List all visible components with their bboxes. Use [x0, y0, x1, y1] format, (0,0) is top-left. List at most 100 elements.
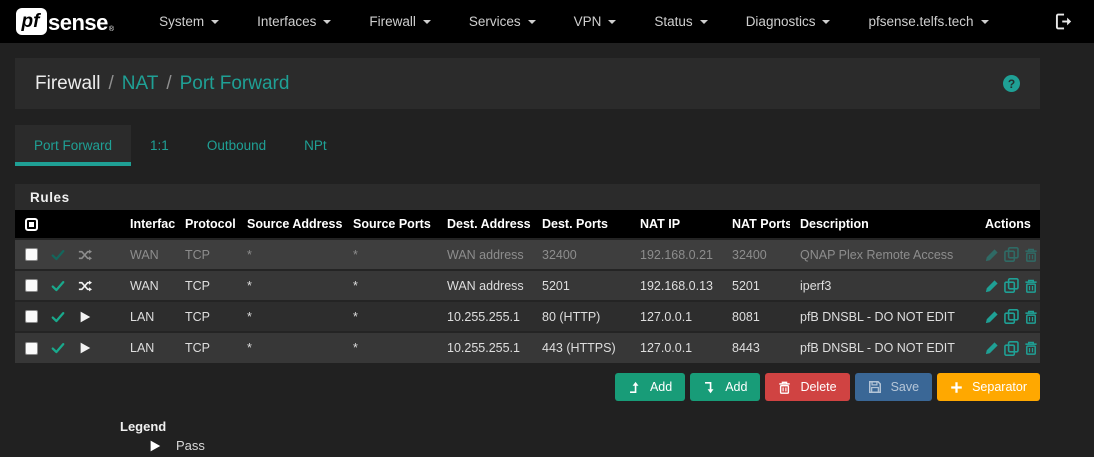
action-button-bar: Add Add Delete Save Separator [15, 373, 1040, 401]
breadcrumb-separator: / [166, 72, 172, 94]
pfsense-logo-sense: sense [48, 10, 108, 35]
cell-description: pfB DNSBL - DO NOT EDIT [790, 300, 975, 332]
nav-item-status[interactable]: Status [635, 0, 726, 43]
caret-down-icon [822, 19, 831, 24]
table-row: LAN TCP * * 10.255.255.1 443 (HTTPS) 127… [15, 331, 1040, 363]
check-icon [51, 248, 65, 262]
cell-protocol: TCP [175, 238, 237, 270]
legend-title: Legend [120, 419, 167, 434]
level-up-icon [628, 381, 641, 394]
registered-mark: ® [108, 26, 115, 33]
tab-outbound[interactable]: Outbound [206, 138, 267, 153]
floppy-icon [868, 380, 882, 394]
check-icon [51, 279, 65, 293]
delete-button[interactable]: Delete [765, 373, 850, 401]
nav-menu: System Interfaces Firewall Services VPN … [140, 0, 1007, 43]
help-icon[interactable] [1003, 75, 1020, 92]
row-checkbox[interactable] [25, 279, 38, 292]
rules-panel: Rules Interface Protocol Source Address … [15, 184, 1040, 363]
cell-source-address: * [237, 269, 343, 301]
save-button[interactable]: Save [854, 373, 933, 401]
trash-icon[interactable] [1024, 248, 1038, 262]
cell-description: QNAP Plex Remote Access [790, 238, 975, 270]
cell-source-ports: * [343, 300, 437, 332]
breadcrumb-link-port-forward[interactable]: Port Forward [179, 72, 290, 94]
breadcrumb-link-nat[interactable]: NAT [121, 72, 159, 94]
cell-nat-ip: 127.0.0.1 [630, 331, 722, 363]
edit-icon[interactable] [985, 341, 999, 355]
cell-interface: LAN [120, 331, 175, 363]
sign-out-icon[interactable] [1051, 9, 1076, 34]
nav-item-diagnostics[interactable]: Diagnostics [727, 0, 850, 43]
cell-nat-ports: 32400 [722, 238, 790, 270]
nav-item-interfaces[interactable]: Interfaces [238, 0, 350, 43]
cell-description: pfB DNSBL - DO NOT EDIT [790, 331, 975, 363]
cell-nat-ports: 8443 [722, 331, 790, 363]
row-checkbox[interactable] [25, 248, 38, 261]
trash-icon[interactable] [1024, 279, 1038, 293]
table-row: LAN TCP * * 10.255.255.1 80 (HTTP) 127.0… [15, 300, 1040, 332]
cell-interface: WAN [120, 269, 175, 301]
cell-source-ports: * [343, 331, 437, 363]
cell-nat-ip: 192.168.0.21 [630, 238, 722, 270]
cell-source-address: * [237, 331, 343, 363]
nav-item-hostname[interactable]: pfsense.telfs.tech [849, 0, 1007, 43]
copy-icon[interactable] [1004, 341, 1019, 356]
rules-table: Interface Protocol Source Address Source… [15, 210, 1040, 363]
random-icon [78, 279, 92, 293]
cell-source-ports: * [343, 269, 437, 301]
col-actions: Actions [975, 210, 1040, 239]
copy-icon[interactable] [1004, 247, 1019, 262]
add-rule-bottom-button[interactable]: Add [690, 373, 761, 401]
pfsense-logo[interactable]: pf sense ® [16, 8, 114, 35]
caret-down-icon [211, 19, 220, 24]
col-dest-ports: Dest. Ports [532, 210, 630, 239]
edit-icon[interactable] [985, 279, 999, 293]
row-checkbox[interactable] [25, 310, 38, 323]
breadcrumb-separator: / [108, 72, 114, 94]
caret-down-icon [323, 19, 332, 24]
caret-down-icon [422, 19, 431, 24]
plus-icon [950, 381, 963, 394]
select-all-header [15, 210, 120, 239]
nav-item-firewall[interactable]: Firewall [350, 0, 450, 43]
cell-nat-ip: 127.0.0.1 [630, 300, 722, 332]
add-separator-button[interactable]: Separator [937, 373, 1040, 401]
random-icon [78, 248, 92, 262]
trash-icon[interactable] [1024, 341, 1038, 355]
play-icon [78, 310, 92, 324]
tab-1-1[interactable]: 1:1 [150, 138, 169, 153]
breadcrumb-panel: Firewall / NAT / Port Forward [15, 58, 1040, 109]
add-rule-top-button[interactable]: Add [614, 373, 686, 401]
select-all-icon[interactable] [25, 217, 38, 231]
copy-icon[interactable] [1004, 278, 1019, 293]
caret-down-icon [699, 19, 708, 24]
tab-bar: Port Forward 1:1 Outbound NPt [15, 125, 1040, 166]
caret-down-icon [527, 19, 536, 24]
tab-port-forward[interactable]: Port Forward [15, 125, 132, 166]
nav-item-system[interactable]: System [140, 0, 238, 43]
tab-npt[interactable]: NPt [304, 138, 327, 153]
cell-protocol: TCP [175, 331, 237, 363]
cell-nat-ports: 8081 [722, 300, 790, 332]
col-source-ports: Source Ports [343, 210, 437, 239]
trash-icon[interactable] [1024, 310, 1038, 324]
caret-down-icon [980, 19, 989, 24]
cell-interface: WAN [120, 238, 175, 270]
cell-dest-address: 10.255.255.1 [437, 331, 532, 363]
check-icon [51, 310, 65, 324]
cell-nat-ip: 192.168.0.13 [630, 269, 722, 301]
nav-item-services[interactable]: Services [450, 0, 555, 43]
edit-icon[interactable] [985, 310, 999, 324]
col-interface: Interface [120, 210, 175, 239]
cell-dest-address: WAN address [437, 269, 532, 301]
edit-icon[interactable] [985, 248, 999, 262]
cell-source-address: * [237, 300, 343, 332]
breadcrumb: Firewall / NAT / Port Forward [35, 73, 1003, 95]
nav-item-vpn[interactable]: VPN [555, 0, 636, 43]
play-icon [148, 439, 162, 453]
row-checkbox[interactable] [25, 341, 38, 355]
col-nat-ports: NAT Ports [722, 210, 790, 239]
copy-icon[interactable] [1004, 309, 1019, 324]
level-down-icon [703, 381, 716, 394]
